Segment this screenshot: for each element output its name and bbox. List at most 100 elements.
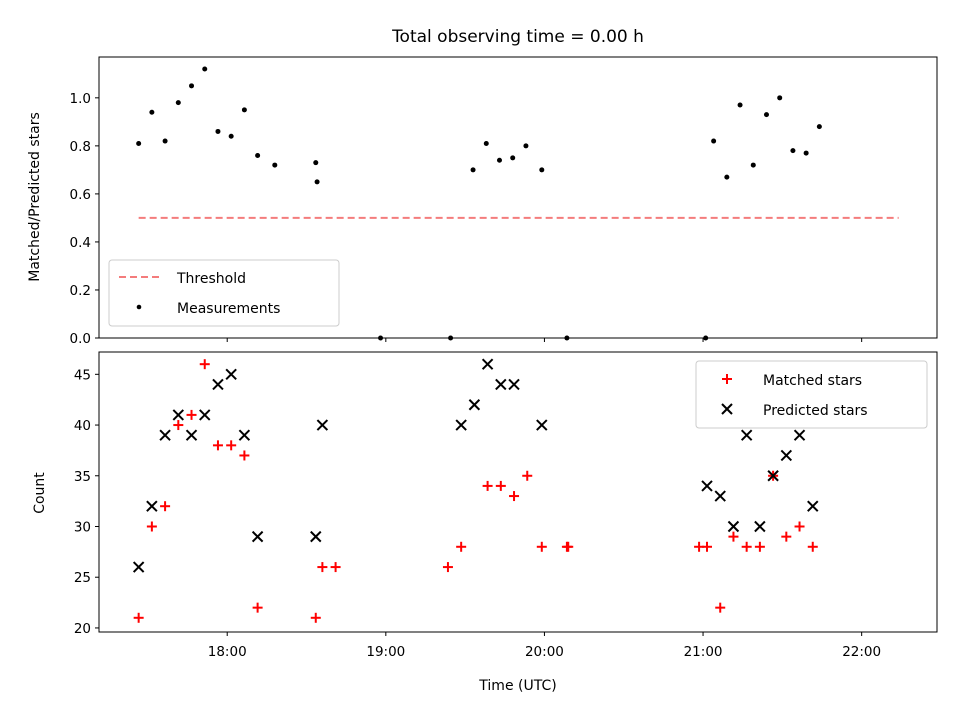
- matched-star-point: [212, 440, 223, 451]
- measurement-point: [272, 162, 278, 168]
- predicted-star-point: [767, 470, 779, 482]
- matched-star-point: [226, 440, 237, 451]
- predicted-star-point-b: [238, 429, 251, 441]
- matched-star-point: [317, 562, 328, 573]
- matched-star-point: [133, 612, 144, 623]
- matched-star-point: [781, 531, 792, 542]
- measurement-point: [711, 138, 717, 144]
- measurement-point: [255, 152, 261, 158]
- top-plot-area: 0.0 0.2 0.4 0.6 0.8 1.0: [70, 66, 899, 347]
- predicted-star-point: [536, 419, 548, 431]
- legend-matched-label: Matched stars: [763, 373, 862, 389]
- legend-predicted-cross: [721, 403, 733, 415]
- matched-star-point: [239, 450, 250, 461]
- predicted-star-point: [780, 449, 793, 462]
- top-ytick-label: 0.8: [70, 139, 91, 155]
- predicted-star-point: [212, 378, 224, 391]
- bottom-axes-frame: [98, 351, 938, 633]
- predicted-star-point-b: [740, 429, 753, 441]
- matched-star-point: [522, 470, 533, 481]
- measurement-point: [803, 150, 809, 156]
- measurement-point: [189, 83, 195, 89]
- measurement-point: [483, 140, 489, 146]
- predicted-star-point-b: [780, 449, 793, 462]
- predicted-star-point-b: [754, 520, 766, 533]
- x-axis-label: Time (UTC): [478, 678, 556, 694]
- measurement-point: [215, 128, 221, 134]
- measurement-point: [539, 167, 545, 173]
- predicted-star-point-b: [495, 378, 507, 391]
- measurement-point: [737, 102, 743, 108]
- matched-star-point: [536, 541, 547, 552]
- predicted-star-point: [316, 419, 329, 431]
- predicted-star-point: [740, 429, 753, 441]
- legend-matched-swatch: [722, 374, 732, 384]
- matched-star-point: [146, 521, 157, 532]
- predicted-star-point: [793, 429, 806, 441]
- bottom-ytick-label: 20: [74, 621, 91, 637]
- predicted-star-point-b: [508, 378, 520, 391]
- bottom-xtick-label: 21:00: [684, 644, 723, 660]
- matched-star-point: [794, 521, 805, 532]
- top-ytick-label: 0.6: [70, 187, 91, 203]
- measurement-point: [496, 157, 502, 163]
- predicted-star-point-b: [767, 470, 779, 482]
- predicted-star-point: [455, 419, 467, 431]
- top-axes-frame: [98, 56, 938, 339]
- legend-predicted-cross-b: [721, 403, 733, 415]
- predicted-star-point-b: [714, 490, 726, 502]
- predicted-star-point-b: [701, 480, 713, 492]
- predicted-star-point: [727, 520, 740, 533]
- bottom-xtick-label: 19:00: [366, 644, 405, 660]
- predicted-star-point: [159, 429, 171, 441]
- predicted-star-point-b: [225, 368, 237, 381]
- predicted-star-point: [146, 500, 158, 512]
- bottom-legend: Matched stars Predicted stars: [695, 360, 928, 429]
- predicted-star-point-b: [481, 358, 494, 370]
- predicted-star-point-b: [159, 429, 171, 441]
- predicted-star-point: [495, 378, 507, 391]
- matched-star-point: [509, 491, 520, 502]
- matched-star-point: [186, 409, 197, 420]
- matched-star-point: [199, 359, 210, 370]
- legend-measurements-swatch: [136, 304, 142, 310]
- predicted-star-point-b: [468, 399, 481, 411]
- measurement-point: [777, 95, 783, 101]
- predicted-star-point-b: [212, 378, 224, 391]
- matched-star-point: [495, 480, 506, 491]
- matched-star-point: [563, 541, 574, 552]
- predicted-star-point-b: [316, 419, 329, 431]
- predicted-star-point: [714, 490, 726, 502]
- matched-star-point: [330, 562, 341, 573]
- predicted-star-point: [310, 530, 322, 543]
- bottom-plot-area: 20 25 30 35 40 45 18:00 19:00 20:00 21:00 22:00: [74, 358, 881, 660]
- predicted-star-point: [807, 500, 819, 512]
- bottom-ylabel: Count: [32, 472, 48, 514]
- top-panel: Matched/Predicted stars 0.0 0.2 0.4 0.6 0.8 1…: [27, 56, 938, 347]
- measurement-point: [228, 133, 234, 139]
- matched-star-point: [310, 612, 321, 623]
- matched-star-point: [728, 531, 739, 542]
- matched-star-point: [442, 562, 453, 573]
- bottom-ytick-label: 30: [74, 519, 91, 535]
- top-legend-box: [108, 259, 340, 327]
- predicted-star-point-b: [793, 429, 806, 441]
- predicted-star-point: [508, 378, 520, 391]
- legend-threshold-label: Threshold: [176, 271, 246, 287]
- legend-predicted-swatch: [721, 403, 733, 415]
- bottom-xtick-label: 22:00: [842, 644, 881, 660]
- matched-star-point: [702, 541, 713, 552]
- matched-star-point: [456, 541, 467, 552]
- matched-star-point: [754, 541, 765, 552]
- measurement-point: [314, 179, 320, 185]
- predicted-star-point: [132, 561, 145, 573]
- bottom-ytick-label: 40: [74, 418, 91, 434]
- measurement-point: [202, 66, 208, 72]
- legend-matched-plus: [722, 374, 732, 384]
- top-ytick-label: 0.4: [70, 235, 91, 251]
- predicted-star-point-b: [536, 419, 548, 431]
- measurement-point: [750, 162, 756, 168]
- measurement-point: [510, 155, 516, 161]
- predicted-star-point: [185, 429, 198, 441]
